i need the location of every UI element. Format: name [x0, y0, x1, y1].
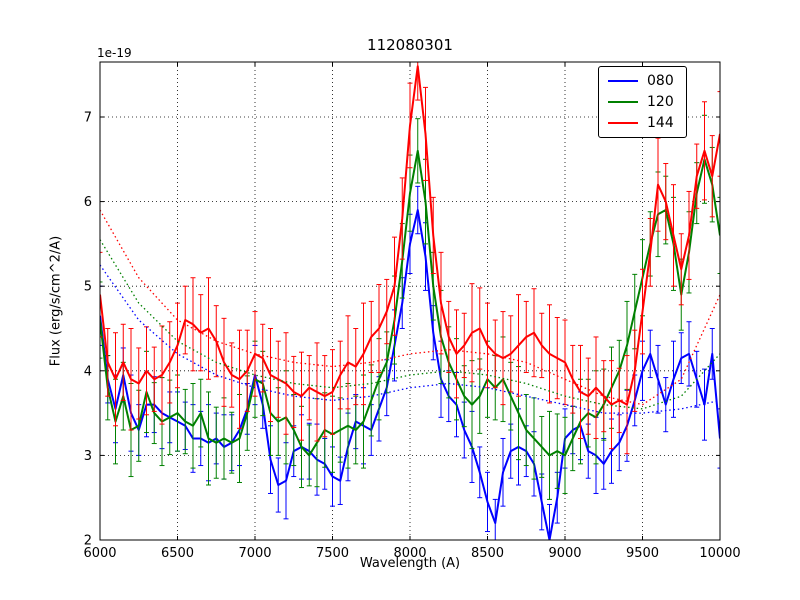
legend-line-sample-080: [608, 80, 638, 82]
chart-title: 112080301: [367, 36, 453, 54]
y-axis-offset-label: 1e-19: [97, 46, 132, 60]
legend-line-sample-144: [608, 122, 638, 124]
x-tick-label-8500: 8500: [471, 546, 504, 561]
legend-label-080: 080: [647, 73, 674, 89]
y-tick-label-7: 7: [84, 110, 92, 125]
y-tick-label-3: 3: [84, 449, 92, 464]
series-144-line: [100, 65, 720, 406]
x-tick-label-10000: 10000: [699, 546, 740, 561]
x-tick-label-8000: 8000: [393, 546, 426, 561]
x-tick-label-6000: 6000: [83, 546, 116, 561]
y-axis-label: Flux (erg/s/cm^2/A): [48, 235, 64, 367]
legend-entry-144: 144: [608, 115, 674, 131]
legend-line-sample-120: [608, 101, 638, 103]
x-tick-label-6500: 6500: [161, 546, 194, 561]
series-120-fit-line: [100, 239, 720, 410]
legend-entry-120: 120: [608, 94, 674, 110]
y-tick-label-4: 4: [84, 364, 92, 379]
x-tick-label-7500: 7500: [316, 546, 349, 561]
legend: 080 120 144: [598, 66, 687, 138]
legend-label-120: 120: [647, 94, 674, 110]
legend-label-144: 144: [647, 115, 674, 131]
x-axis-label: Wavelength (A): [359, 556, 461, 571]
series-144-fit-line: [100, 209, 720, 406]
x-tick-label-9000: 9000: [548, 546, 581, 561]
series-080-line: [100, 209, 720, 540]
y-tick-label-2: 2: [84, 534, 92, 549]
y-tick-label-5: 5: [84, 280, 92, 295]
tick-marks: [99, 62, 721, 541]
series-120-line: [100, 149, 720, 457]
legend-entry-080: 080: [608, 73, 674, 89]
x-tick-label-9500: 9500: [626, 546, 659, 561]
y-tick-label-6: 6: [84, 195, 92, 210]
x-tick-label-7000: 7000: [238, 546, 271, 561]
